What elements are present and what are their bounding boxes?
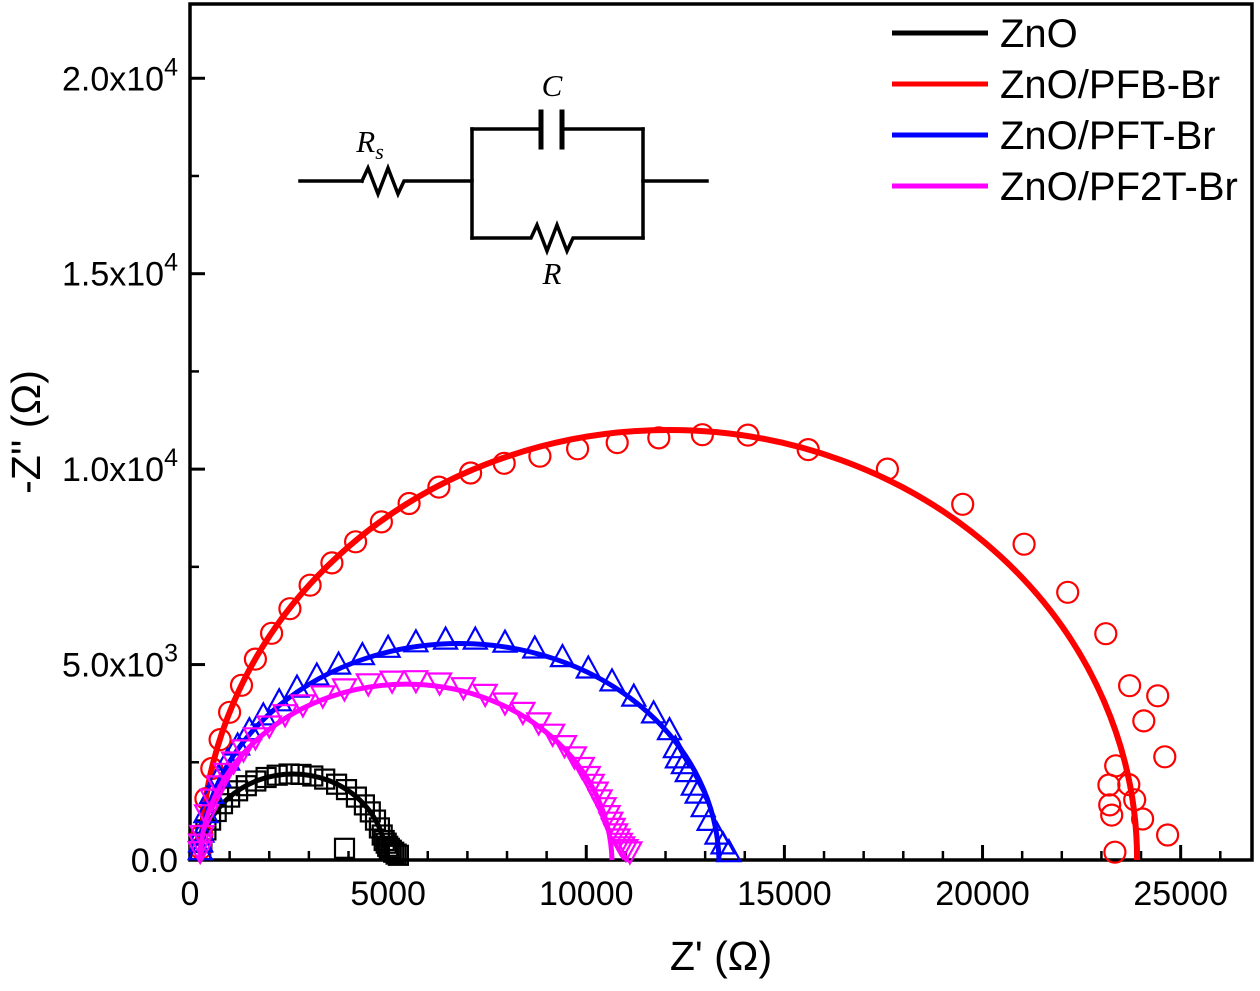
series-zno-pft-br — [186, 625, 743, 863]
series-zno-pf2t-br — [186, 670, 644, 866]
x-tick-label: 15000 — [737, 875, 832, 913]
y-tick-label: 1.5x104 — [62, 249, 178, 294]
legend-label: ZnO/PFB-Br — [1000, 63, 1220, 107]
legend-item: ZnO/PF2T-Br — [892, 165, 1238, 209]
x-tick-label: 0 — [181, 875, 200, 913]
fit-curve — [197, 641, 722, 861]
x-tick-label: 10000 — [539, 875, 634, 913]
series-layer — [186, 423, 1180, 866]
axes-layer: 0 5000 10000 15000 20000 25000 0.0 5.0x103 1.0x1… — [62, 2, 1254, 913]
fit-curve — [198, 427, 1141, 861]
legend-label: ZnO/PFT-Br — [1000, 114, 1216, 158]
resistor-label: R — [542, 256, 562, 291]
parallel-resistor-r — [470, 220, 645, 256]
y-axis-title: -Z'' (Ω) — [3, 370, 49, 494]
data-points — [189, 423, 1180, 864]
y-tick-label: 5.0x103 — [62, 640, 178, 685]
legend-item: ZnO — [892, 12, 1078, 56]
y-tick-label: 2.0x104 — [62, 53, 178, 98]
x-tick-label: 20000 — [935, 875, 1030, 913]
legend-label: ZnO — [1000, 12, 1078, 56]
equivalent-circuit-inset: Rs C R — [298, 68, 709, 291]
x-tick-label: 5000 — [350, 875, 426, 913]
capacitor-plates — [538, 109, 565, 150]
x-tick-label: 25000 — [1133, 875, 1228, 913]
y-tick-label: 1.0x104 — [62, 444, 178, 489]
legend-item: ZnO/PFB-Br — [892, 63, 1220, 107]
rs-label: Rs — [355, 124, 384, 164]
data-points — [186, 625, 743, 863]
fit-curve — [197, 681, 615, 861]
legend: ZnO ZnO/PFB-Br ZnO/PFT-Br ZnO/PF2T-Br — [892, 12, 1238, 209]
legend-label: ZnO/PF2T-Br — [1000, 165, 1238, 209]
plot-border — [188, 2, 1254, 862]
series-resistor-rs — [359, 163, 474, 199]
data-points — [186, 670, 644, 866]
series-zno-pfb-br — [189, 423, 1180, 864]
capacitor-label: C — [542, 68, 563, 103]
y-tick-label: 0.0 — [131, 842, 178, 880]
x-axis-title: Z' (Ω) — [670, 933, 772, 979]
legend-item: ZnO/PFT-Br — [892, 114, 1216, 158]
tick-labels: 0 5000 10000 15000 20000 25000 0.0 5.0x103 1.0x1… — [62, 53, 1228, 913]
